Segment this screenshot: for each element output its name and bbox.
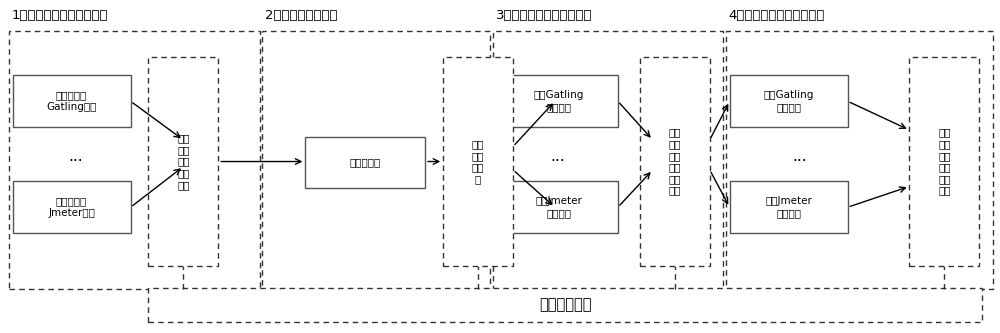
Bar: [493, 31, 723, 289]
Bar: [500, 181, 618, 233]
Text: 申请发压机: 申请发压机: [350, 158, 381, 167]
Text: 压力
测试
脚本
资源
部署
托管: 压力 测试 脚本 资源 部署 托管: [669, 128, 681, 195]
Bar: [909, 57, 979, 266]
Text: 4）压力测试脚本运行阶段: 4）压力测试脚本运行阶段: [729, 9, 825, 22]
Bar: [730, 181, 848, 233]
Bar: [640, 57, 710, 266]
Text: 压力测试平台: 压力测试平台: [539, 297, 592, 312]
Text: 准备测试用
Gatling脚本: 准备测试用 Gatling脚本: [46, 90, 97, 112]
Bar: [262, 31, 490, 289]
Bar: [500, 75, 618, 127]
Text: 2）发压机申请阶段: 2）发压机申请阶段: [265, 9, 338, 22]
Bar: [443, 57, 513, 266]
Text: ···: ···: [551, 154, 565, 169]
Bar: [9, 31, 260, 289]
Text: 压力
测试
脚本
资源
运行
托管: 压力 测试 脚本 资源 运行 托管: [938, 128, 951, 195]
Text: 1）压力测试脚本开发阶段: 1）压力测试脚本开发阶段: [12, 9, 108, 22]
Text: 准备测试用
Jmeter脚本: 准备测试用 Jmeter脚本: [48, 196, 95, 218]
Bar: [148, 57, 218, 266]
Bar: [730, 75, 848, 127]
Text: 部署Jmeter
压测脚本: 部署Jmeter 压测脚本: [535, 196, 582, 218]
Text: ···: ···: [792, 154, 807, 169]
Text: 运行Gatling
发压脚本: 运行Gatling 发压脚本: [763, 90, 814, 112]
Bar: [13, 75, 131, 127]
Text: 部署Gatling
压测脚本: 部署Gatling 压测脚本: [534, 90, 584, 112]
Bar: [13, 181, 131, 233]
Text: ···: ···: [68, 154, 83, 169]
Text: 压力
测试
脚本
资源
托管: 压力 测试 脚本 资源 托管: [177, 133, 190, 190]
Bar: [305, 137, 425, 188]
Text: 发压
机资
源托
管: 发压 机资 源托 管: [472, 139, 484, 184]
Text: 3）压力测试脚本部署阶段: 3）压力测试脚本部署阶段: [496, 9, 593, 22]
Text: 运行Jmeter
发压脚本: 运行Jmeter 发压脚本: [765, 196, 812, 218]
Bar: [148, 287, 982, 322]
Bar: [726, 31, 993, 289]
